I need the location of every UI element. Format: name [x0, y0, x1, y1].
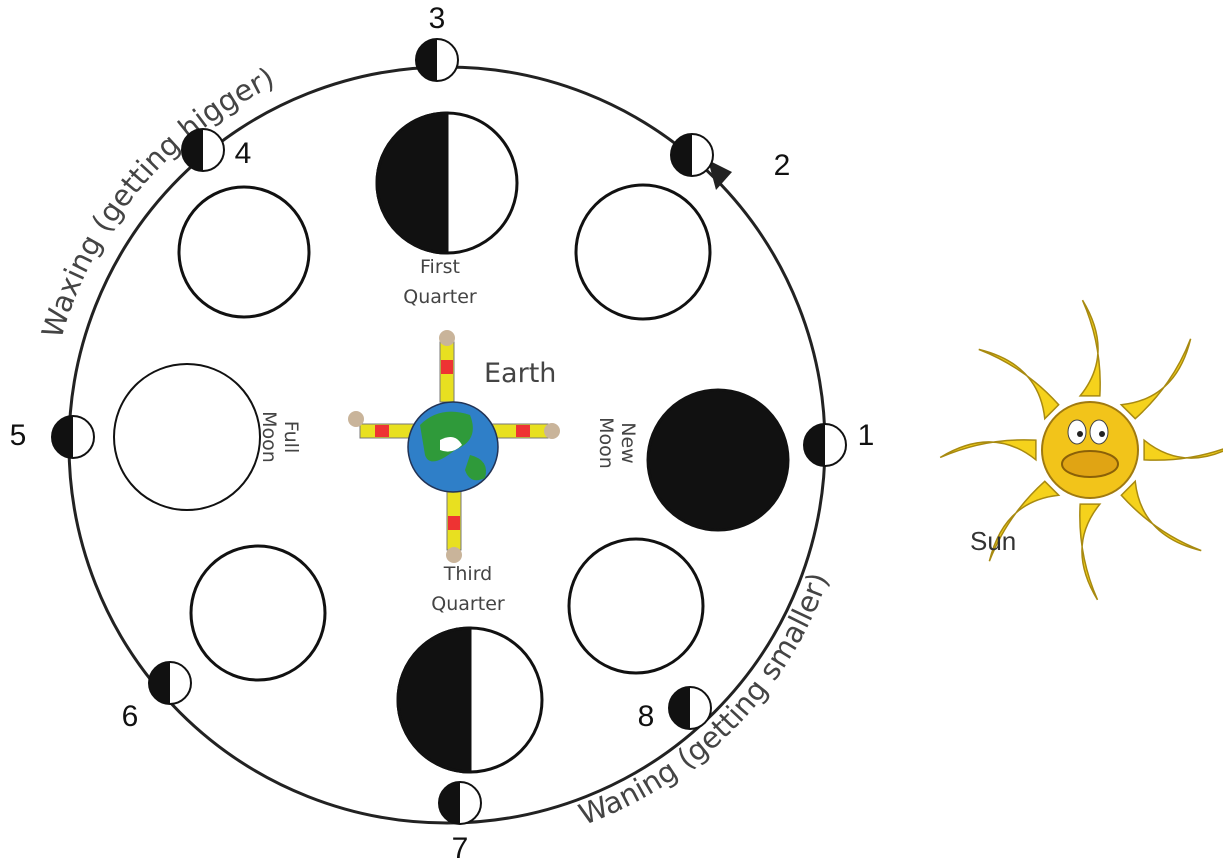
figure [544, 423, 560, 439]
sun-ray [940, 440, 1036, 460]
moon [569, 539, 703, 673]
orbit-moon-shadow [52, 416, 73, 458]
orbit-moon-shadow [804, 424, 825, 466]
figure [448, 516, 460, 530]
moon [114, 364, 260, 510]
moon-shadow [377, 113, 447, 253]
sun-eye [1068, 420, 1086, 444]
phase-label: Full [280, 421, 302, 454]
orbit-moon-shadow [671, 134, 692, 176]
orbit-moon-shadow [149, 662, 170, 704]
phase-label: Third [443, 563, 492, 585]
moon [191, 546, 325, 680]
orbit-number: 1 [858, 419, 875, 452]
phase-label: Moon [258, 411, 280, 463]
orbit-moon-shadow [669, 687, 690, 729]
moon [648, 390, 788, 530]
moon-phase-diagram: First Quarter Third Quarter Full Moon Ne… [0, 0, 1223, 868]
orbit-number: 4 [235, 137, 252, 170]
moon-shadow [398, 628, 470, 772]
sun-ray [1080, 300, 1100, 396]
sun-mouth [1062, 451, 1118, 477]
moon [576, 185, 710, 319]
figure [516, 425, 530, 437]
figure [441, 360, 453, 374]
phase-label: Quarter [403, 286, 477, 308]
sun-ray [1144, 440, 1223, 460]
orbit-moon-shadow [439, 782, 460, 824]
sun-ray [1121, 339, 1190, 419]
full-moon-label: Full Moon [258, 411, 302, 463]
orbit-number: 6 [122, 700, 139, 733]
figure [348, 411, 364, 427]
orbit-number: 5 [10, 419, 27, 452]
earth-label: Earth [484, 358, 556, 389]
figure [446, 547, 462, 563]
phase-label: Moon [595, 417, 617, 469]
phase-label: New [617, 422, 639, 463]
sun-ray [979, 349, 1059, 418]
orbit-number: 3 [429, 2, 446, 35]
sun-label: Sun [970, 526, 1016, 556]
figure [375, 425, 389, 437]
sun-ray [1080, 504, 1100, 600]
orbit-moon-shadow [416, 39, 437, 81]
orbit-number: 7 [452, 832, 469, 865]
figure [439, 330, 455, 346]
sun-pupil [1077, 431, 1083, 437]
phase-label: Quarter [431, 593, 505, 615]
moon [179, 187, 309, 317]
sun-pupil [1099, 431, 1105, 437]
orbit-number: 8 [638, 700, 655, 733]
phase-label: First [420, 256, 460, 278]
sun-eye [1090, 420, 1108, 444]
new-moon-label: New Moon [595, 417, 639, 469]
sun-ray [1121, 481, 1201, 550]
orbit-number: 2 [774, 149, 791, 182]
